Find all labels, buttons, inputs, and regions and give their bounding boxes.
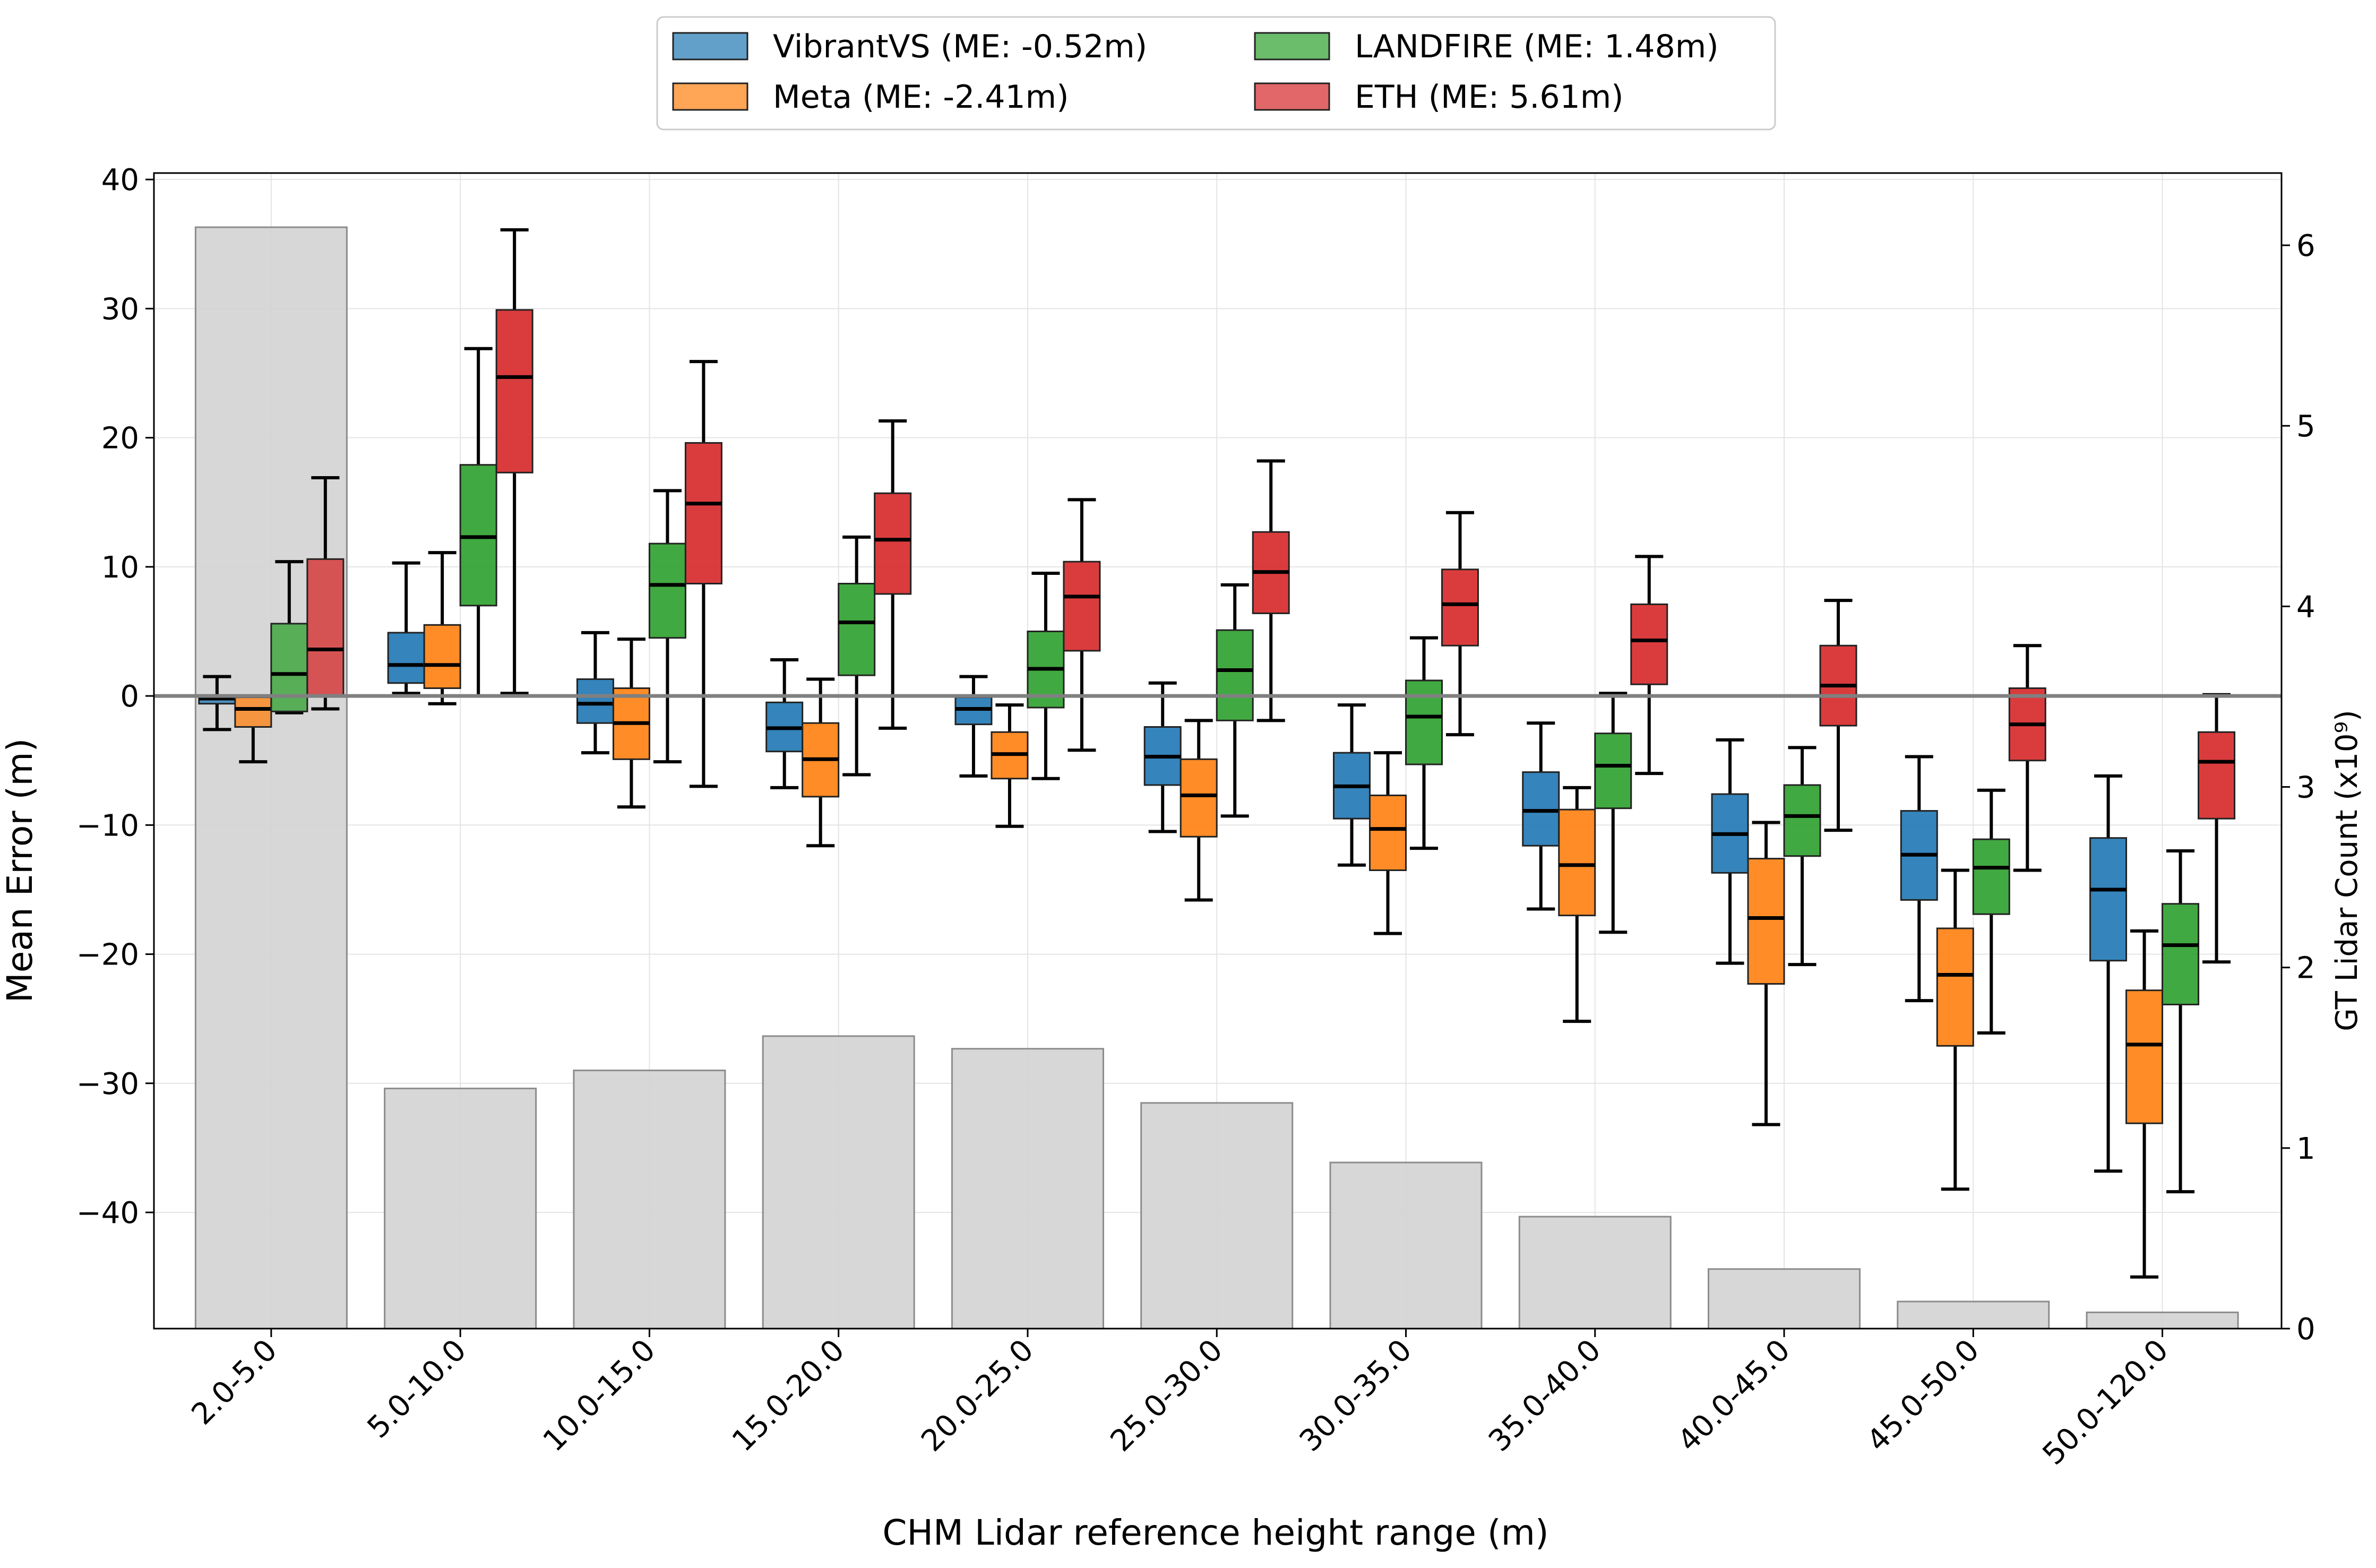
legend: VibrantVS (ME: -0.52m) Meta (ME: -2.41m) L… bbox=[656, 16, 1776, 131]
lidar-count-bar bbox=[573, 1070, 726, 1330]
y-tick-label: −10 bbox=[76, 808, 139, 843]
box-eth bbox=[495, 309, 533, 473]
box-vibrantvs bbox=[954, 696, 993, 726]
y2-tick-label: 5 bbox=[2296, 409, 2315, 444]
box-landfire bbox=[270, 623, 308, 712]
legend-label-eth: ETH (ME: 5.61m) bbox=[1355, 79, 1624, 116]
box-landfire bbox=[838, 583, 876, 676]
y-tick-label: 0 bbox=[120, 679, 139, 714]
y2-tick-label: 2 bbox=[2296, 951, 2315, 986]
y-tick-label: 30 bbox=[101, 292, 139, 326]
y2-tick-label: 6 bbox=[2296, 229, 2315, 263]
lidar-count-bar bbox=[384, 1088, 537, 1330]
y-tick-label: −20 bbox=[76, 938, 139, 972]
box-landfire bbox=[1594, 733, 1632, 809]
legend-swatch-landfire bbox=[1254, 32, 1330, 61]
box-eth bbox=[1063, 561, 1101, 652]
box-meta bbox=[234, 696, 272, 728]
plot-frame bbox=[153, 172, 2283, 1330]
lidar-count-bar bbox=[194, 226, 348, 1330]
y2-tick-label: 1 bbox=[2296, 1132, 2315, 1166]
y-tick-label: 20 bbox=[101, 421, 139, 456]
legend-label-meta: Meta (ME: -2.41m) bbox=[773, 79, 1069, 116]
box-meta bbox=[1368, 794, 1407, 871]
lidar-count-bar bbox=[1518, 1216, 1672, 1330]
y2-tick-label: 0 bbox=[2296, 1312, 2315, 1347]
box-meta bbox=[1180, 758, 1218, 838]
lidar-count-bar bbox=[762, 1035, 915, 1330]
box-eth bbox=[684, 442, 722, 585]
legend-box bbox=[656, 16, 1776, 131]
legend-swatch-eth bbox=[1254, 82, 1330, 111]
box-landfire bbox=[1216, 629, 1254, 721]
box-vibrantvs bbox=[2089, 837, 2128, 962]
lidar-count-bar bbox=[1708, 1268, 1861, 1330]
lidar-count-bar bbox=[951, 1048, 1104, 1330]
box-eth bbox=[874, 492, 912, 595]
box-eth bbox=[1630, 603, 1668, 685]
lidar-count-bar bbox=[1140, 1102, 1294, 1330]
legend-swatch-meta bbox=[672, 82, 748, 111]
lidar-count-bar bbox=[1897, 1300, 2050, 1330]
y2-tick-label: 3 bbox=[2296, 771, 2315, 805]
box-meta bbox=[1936, 927, 1974, 1047]
y-tick-label: 40 bbox=[101, 163, 139, 197]
box-plots bbox=[198, 228, 2236, 1279]
lidar-count-bar bbox=[2086, 1311, 2239, 1330]
legend-label-vibrantvs: VibrantVS (ME: -0.52m) bbox=[773, 28, 1147, 65]
box-landfire bbox=[459, 464, 497, 607]
legend-label-landfire: LANDFIRE (ME: 1.48m) bbox=[1355, 28, 1719, 65]
box-meta bbox=[2125, 989, 2164, 1124]
box-meta bbox=[1747, 858, 1785, 985]
legend-swatch-vibrantvs bbox=[672, 32, 748, 61]
y2-tick-label: 4 bbox=[2296, 590, 2315, 624]
box-meta bbox=[1558, 808, 1596, 917]
y-tick-label: −30 bbox=[76, 1067, 139, 1101]
box-landfire bbox=[648, 542, 686, 639]
lidar-count-bar bbox=[1329, 1161, 1483, 1330]
box-eth bbox=[2198, 731, 2236, 820]
box-eth bbox=[306, 558, 345, 697]
box-landfire bbox=[1405, 679, 1443, 765]
box-landfire bbox=[1783, 784, 1821, 857]
lidar-count-bars bbox=[194, 226, 2239, 1330]
box-vibrantvs bbox=[1522, 771, 1560, 847]
y-tick-label: 10 bbox=[101, 550, 139, 585]
y2-axis-title: GT Lidar Count (x10⁹) bbox=[2330, 710, 2364, 1031]
y-axis-title: Mean Error (m) bbox=[0, 738, 40, 1003]
box-meta bbox=[423, 624, 461, 690]
y-tick-label: −40 bbox=[76, 1196, 139, 1230]
box-landfire bbox=[2162, 903, 2200, 1005]
box-landfire bbox=[1972, 838, 2010, 915]
x-axis-title: CHM Lidar reference height range (m) bbox=[882, 1512, 1548, 1553]
box-vibrantvs bbox=[387, 632, 425, 684]
box-eth bbox=[1441, 568, 1479, 647]
box-vibrantvs bbox=[576, 678, 614, 724]
